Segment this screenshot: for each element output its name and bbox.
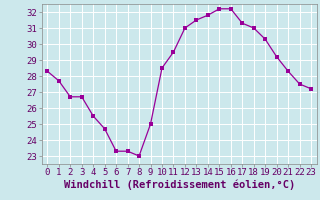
X-axis label: Windchill (Refroidissement éolien,°C): Windchill (Refroidissement éolien,°C) <box>64 180 295 190</box>
